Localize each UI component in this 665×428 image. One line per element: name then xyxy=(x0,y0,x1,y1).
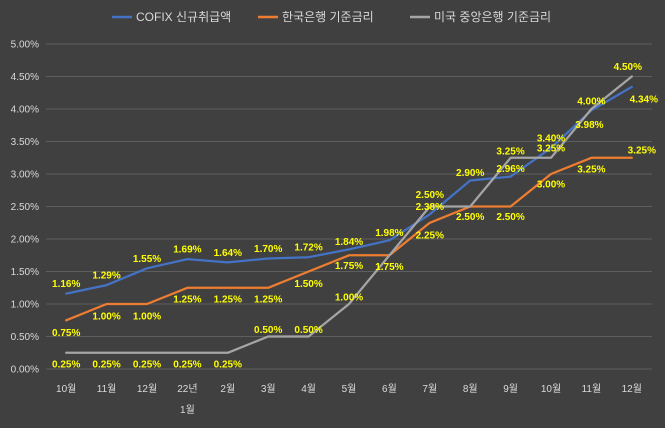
x-tick-label: 10월 xyxy=(56,383,76,395)
data-label: 1.25% xyxy=(254,294,282,305)
data-label: 1.69% xyxy=(173,245,201,256)
x-tick-label: 10월 xyxy=(541,383,561,395)
data-label: 1.00% xyxy=(335,293,363,304)
legend-label: COFIX 신규취급액 xyxy=(136,10,231,24)
data-label: 2.90% xyxy=(456,168,484,179)
data-label: 3.25% xyxy=(537,143,565,154)
data-label: 1.16% xyxy=(52,279,80,290)
y-tick-label: 0.00% xyxy=(11,365,39,376)
data-label: 2.38% xyxy=(416,202,444,213)
y-tick-label: 4.00% xyxy=(11,105,39,116)
data-label: 1.29% xyxy=(92,271,120,282)
x-tick-label: 6월 xyxy=(382,383,397,395)
x-tick-label: 7월 xyxy=(422,383,437,395)
x-tick-label: 4월 xyxy=(301,383,316,395)
data-label: 4.34% xyxy=(630,94,658,105)
x-tick-label: 11월 xyxy=(582,383,602,395)
data-label: 0.25% xyxy=(173,359,201,370)
data-label: 2.50% xyxy=(496,212,524,223)
data-label: 0.50% xyxy=(294,325,322,336)
y-tick-label: 4.50% xyxy=(11,72,39,83)
data-label: 2.50% xyxy=(456,212,484,223)
y-tick-label: 5.00% xyxy=(11,40,39,51)
data-label: 3.40% xyxy=(537,134,565,145)
data-label: 1.25% xyxy=(173,294,201,305)
data-label: 3.25% xyxy=(496,146,524,157)
data-label: 1.55% xyxy=(133,254,161,265)
data-label: 1.00% xyxy=(133,312,161,323)
data-label: 1.75% xyxy=(375,262,403,273)
x-tick-label: 12월 xyxy=(137,383,157,395)
data-label: 1.84% xyxy=(335,237,363,248)
data-label: 4.00% xyxy=(577,97,605,108)
data-label: 0.50% xyxy=(254,325,282,336)
y-tick-label: 1.00% xyxy=(11,300,39,311)
data-label: 1.25% xyxy=(214,294,242,305)
x-tick-label: 9월 xyxy=(503,383,518,395)
data-label: 1.70% xyxy=(254,244,282,255)
data-label: 1.64% xyxy=(214,248,242,259)
series-line-3 xyxy=(65,75,633,354)
data-label: 4.50% xyxy=(614,62,642,73)
data-label: 1.98% xyxy=(375,228,403,239)
y-tick-label: 3.50% xyxy=(11,137,39,148)
data-label: 1.00% xyxy=(92,312,120,323)
data-label: 1.50% xyxy=(294,279,322,290)
data-label: 2.96% xyxy=(496,164,524,175)
x-tick-label: 22년 xyxy=(177,383,197,395)
data-label: 3.00% xyxy=(537,180,565,191)
data-label: 1.72% xyxy=(294,243,322,254)
data-label: 3.25% xyxy=(577,164,605,175)
data-label: 0.75% xyxy=(52,328,80,339)
data-label: 2.25% xyxy=(416,230,444,241)
legend-label: 미국 중앙은행 기준금리 xyxy=(434,9,551,24)
data-label: 0.25% xyxy=(92,359,120,370)
x-tick-label: 5월 xyxy=(342,383,357,395)
data-label: 1.75% xyxy=(335,261,363,272)
data-label: 0.25% xyxy=(214,359,242,370)
x-tick-label: 11월 xyxy=(97,383,117,395)
x-tick-label: 2월 xyxy=(220,383,235,395)
data-label: 0.25% xyxy=(52,359,80,370)
x-tick-label: 8월 xyxy=(463,383,478,395)
x-tick-label: 3월 xyxy=(261,383,276,395)
y-tick-label: 2.50% xyxy=(11,202,39,213)
series-line-2 xyxy=(65,156,633,322)
x-tick-label: 1월 xyxy=(180,404,195,416)
data-label: 3.98% xyxy=(575,120,603,131)
x-tick-label: 12월 xyxy=(622,383,642,395)
y-tick-label: 1.50% xyxy=(11,267,39,278)
data-label: 0.25% xyxy=(133,359,161,370)
y-tick-label: 2.00% xyxy=(11,235,39,246)
y-tick-label: 0.50% xyxy=(11,332,39,343)
legend-label: 한국은행 기준금리 xyxy=(282,9,374,24)
y-tick-label: 3.00% xyxy=(11,170,39,181)
data-label: 2.50% xyxy=(416,190,444,201)
data-label: 3.25% xyxy=(628,145,656,156)
